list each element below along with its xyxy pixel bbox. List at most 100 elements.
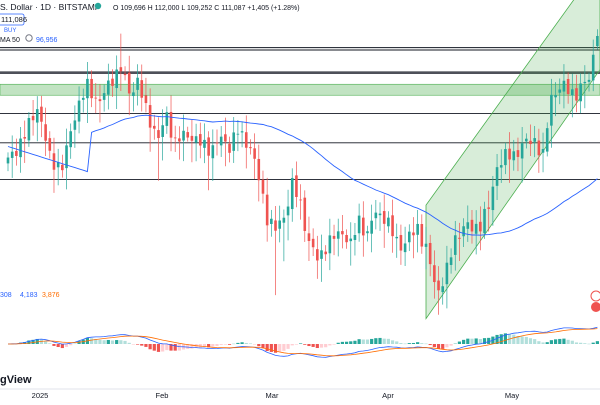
buy-button[interactable]: BUY	[4, 28, 16, 34]
candle-body	[140, 80, 144, 98]
candle-body	[391, 215, 394, 237]
candle-body	[165, 112, 169, 126]
macd-bar	[102, 340, 106, 344]
candle-body	[257, 158, 261, 181]
candle-body	[86, 78, 89, 99]
candle-body	[316, 249, 319, 261]
candle-body	[357, 215, 361, 234]
macd-bar	[336, 342, 340, 344]
macd-bar	[462, 339, 466, 344]
macd-bar	[219, 344, 223, 345]
candle-body	[495, 167, 499, 186]
candle-body	[362, 217, 365, 236]
ma-label: MA 50	[0, 37, 20, 44]
candle-body	[56, 162, 60, 168]
candle-body	[583, 81, 587, 84]
macd-bar	[156, 344, 161, 352]
macd-bar	[545, 342, 549, 344]
macd-lines	[7, 326, 598, 358]
macd-bar	[574, 342, 579, 344]
settings-icon[interactable]	[25, 34, 33, 42]
candle-body	[90, 78, 93, 99]
candle-body	[525, 138, 528, 142]
symbol-title: S. Dollar · 1D · BITSTAMP	[0, 2, 101, 12]
macd-bar	[307, 344, 311, 347]
candle-body	[290, 177, 294, 210]
macd-bar	[378, 337, 382, 344]
candle-body	[52, 153, 56, 170]
macd-name: 308	[0, 292, 12, 299]
candle-body	[591, 54, 595, 81]
macd-bar	[110, 340, 115, 344]
candle-body	[508, 148, 511, 160]
candle-body	[161, 125, 164, 137]
price-badge[interactable]	[0, 13, 25, 26]
x-axis: 2025 Feb Mar Apr May	[32, 391, 520, 400]
resistance-zone-band	[0, 83, 600, 96]
candle-body	[253, 148, 256, 159]
candle-body	[466, 222, 470, 229]
candle-body	[453, 235, 457, 255]
macd-bar	[478, 339, 482, 344]
macd-bar	[528, 338, 533, 344]
macd-bar	[253, 344, 257, 345]
candle-body	[412, 232, 415, 236]
candle-body	[48, 138, 52, 151]
macd-bar	[495, 334, 499, 344]
candle-body	[194, 136, 198, 143]
candle-body	[198, 134, 202, 146]
macd-bar	[90, 338, 94, 344]
candle-body	[512, 151, 516, 161]
candle-body	[520, 143, 524, 159]
candle-body	[395, 236, 399, 239]
macd-bar	[115, 340, 119, 344]
candle-body	[428, 242, 432, 265]
candle-body	[462, 226, 465, 237]
macd-bar	[294, 344, 299, 345]
macd-bar	[516, 335, 520, 344]
candle-body	[299, 199, 302, 201]
macd-bar	[236, 342, 240, 344]
candle-body	[228, 143, 231, 153]
macd-bar	[386, 338, 390, 344]
macd-bar	[27, 340, 31, 344]
x-tick-label: May	[505, 391, 519, 400]
candle-body	[470, 219, 474, 232]
candle-body	[504, 149, 507, 166]
candle-body	[445, 262, 449, 285]
macd-bar	[579, 342, 583, 344]
candle-body	[474, 223, 478, 234]
candle-body	[136, 77, 139, 90]
ma-50-path	[7, 114, 598, 236]
macd-bar	[587, 343, 591, 345]
macd-bar	[35, 338, 39, 344]
alert-icon-2[interactable]	[591, 302, 600, 312]
macd-bar	[407, 343, 411, 344]
macd-bar	[457, 341, 462, 344]
macd-bar	[466, 338, 470, 344]
macd-bar	[240, 342, 244, 344]
candle-body	[286, 206, 290, 216]
candle-body	[311, 238, 315, 248]
candle-body	[545, 128, 549, 152]
candle-body	[236, 133, 240, 135]
alert-icons[interactable]	[590, 290, 600, 312]
macd-bar	[499, 334, 503, 344]
candle-body	[178, 138, 181, 142]
candle-body	[499, 165, 503, 168]
candle-body	[324, 251, 327, 255]
candle-body	[244, 132, 248, 148]
candle-body	[341, 231, 344, 235]
macd-bar	[595, 341, 599, 344]
macd-bar	[232, 343, 236, 345]
candle-body	[378, 213, 382, 216]
macd-bar	[261, 344, 265, 349]
alert-icon[interactable]	[590, 290, 600, 302]
macd-bar	[215, 344, 219, 346]
candle-body	[73, 120, 77, 130]
macd-bar	[558, 338, 562, 344]
macd-bar	[290, 344, 294, 346]
macd-histogram	[10, 333, 599, 353]
candle-body	[44, 124, 47, 141]
